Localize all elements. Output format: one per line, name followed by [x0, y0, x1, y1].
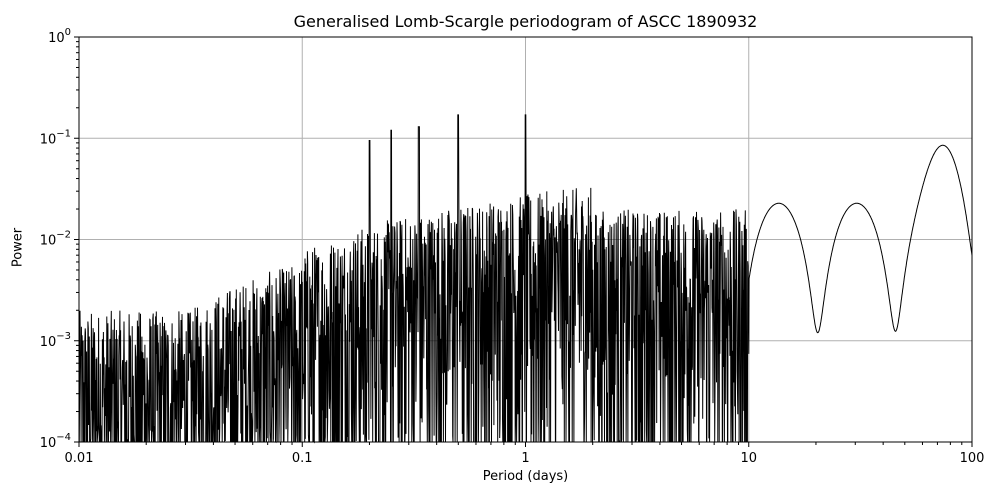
svg-text:0.01: 0.01 — [65, 451, 94, 466]
svg-text:100: 100 — [960, 451, 985, 466]
svg-text:10−1: 10−1 — [40, 128, 71, 147]
svg-text:10−2: 10−2 — [40, 230, 71, 249]
svg-text:1: 1 — [521, 451, 529, 466]
svg-text:10: 10 — [740, 451, 757, 466]
svg-text:100: 100 — [48, 27, 71, 46]
x-axis-label: Period (days) — [482, 469, 569, 484]
chart-title: Generalised Lomb-Scargle periodogram of … — [293, 12, 758, 31]
periodogram-line — [78, 114, 973, 444]
svg-text:10−3: 10−3 — [40, 331, 71, 350]
svg-text:10−4: 10−4 — [40, 432, 71, 451]
svg-text:0.1: 0.1 — [292, 451, 313, 466]
y-axis-label: Power — [10, 227, 26, 268]
